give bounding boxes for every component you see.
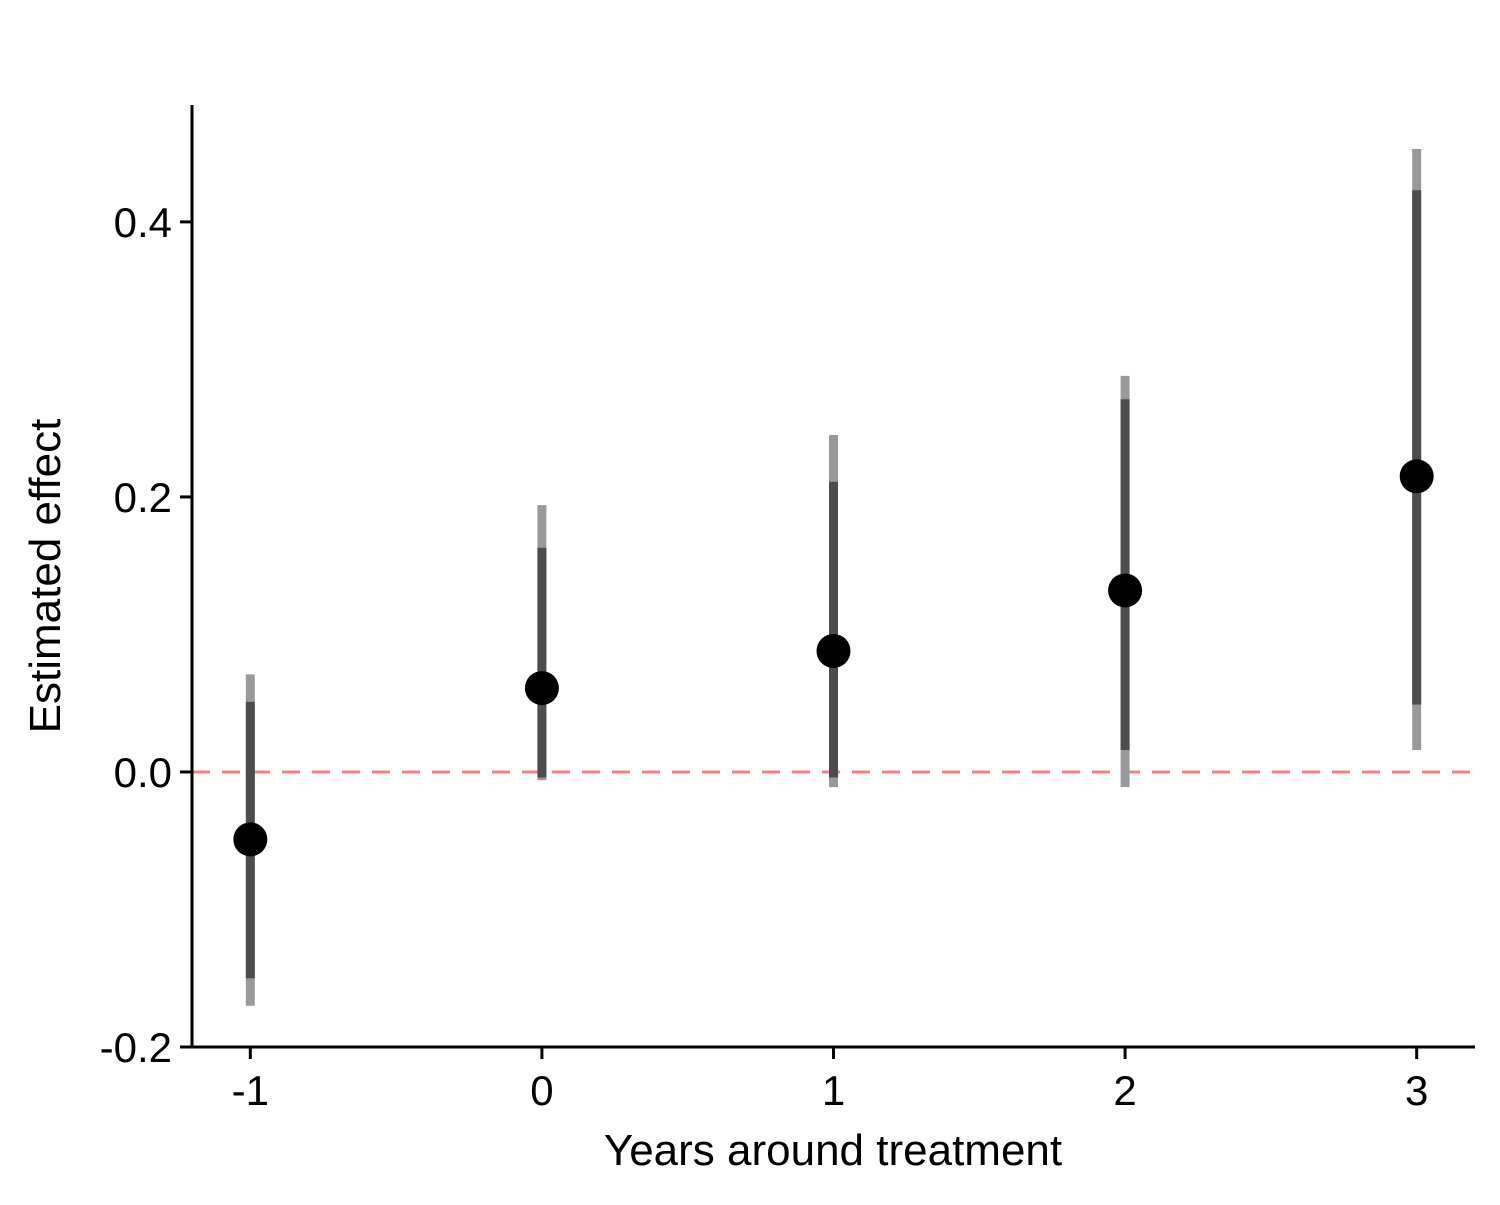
x-tick-label: 2	[1113, 1067, 1136, 1114]
point-estimates	[233, 459, 1434, 857]
x-tick-label: 3	[1405, 1067, 1428, 1114]
point-estimate	[1399, 459, 1434, 494]
y-axis-ticks: -0.2 0.0 0.2 0.4	[100, 199, 192, 1071]
x-tick-label: -1	[232, 1067, 269, 1114]
x-axis-ticks: -1 0 1 2 3	[232, 1047, 1428, 1114]
x-tick-label: 1	[822, 1067, 845, 1114]
y-tick-label: -0.2	[100, 1024, 172, 1071]
point-estimate	[233, 822, 268, 857]
y-tick-label: 0.2	[114, 474, 172, 521]
x-axis-title: Years around treatment	[604, 1126, 1062, 1175]
confidence-intervals	[245, 149, 1422, 1006]
point-estimate	[1108, 573, 1143, 608]
y-tick-label: 0.4	[114, 199, 172, 246]
y-axis-title: Estimated effect	[21, 419, 70, 734]
point-estimate	[524, 671, 559, 706]
point-estimate	[816, 633, 851, 668]
x-tick-label: 0	[530, 1067, 553, 1114]
y-tick-label: 0.0	[114, 749, 172, 796]
